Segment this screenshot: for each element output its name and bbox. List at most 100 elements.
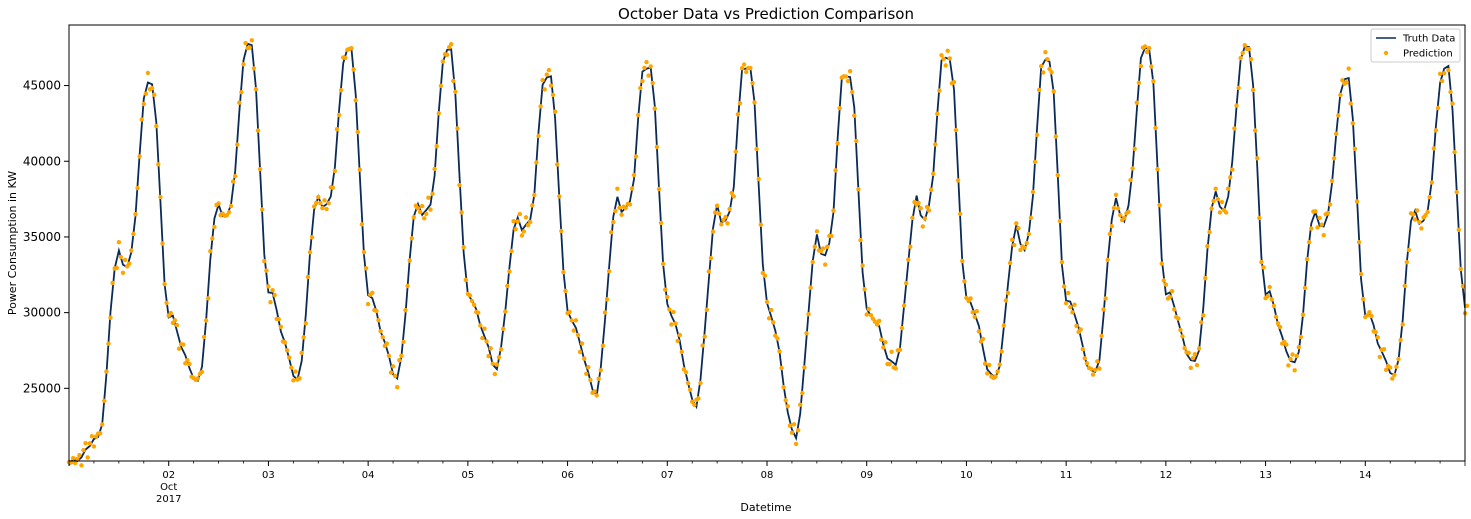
prediction-point xyxy=(594,393,599,398)
prediction-point xyxy=(503,309,508,314)
prediction-point xyxy=(81,448,86,453)
prediction-point xyxy=(1435,105,1441,111)
prediction-point xyxy=(1199,320,1204,325)
prediction-point xyxy=(769,307,774,313)
prediction-point xyxy=(935,111,940,117)
prediction-point xyxy=(365,301,371,307)
prediction-point xyxy=(73,460,78,466)
prediction-point xyxy=(1109,224,1115,229)
prediction-point xyxy=(127,261,132,266)
prediction-point xyxy=(1043,50,1048,55)
prediction-point xyxy=(1049,70,1054,75)
prediction-point xyxy=(511,219,516,224)
prediction-point xyxy=(1321,233,1326,238)
prediction-point xyxy=(370,290,375,295)
prediction-point xyxy=(856,187,861,192)
prediction-point xyxy=(847,69,853,74)
prediction-point xyxy=(332,168,338,174)
prediction-point xyxy=(1107,231,1113,237)
prediction-point xyxy=(864,312,869,317)
prediction-point xyxy=(708,255,714,261)
prediction-point xyxy=(544,72,549,77)
prediction-point xyxy=(1032,159,1038,165)
prediction-point xyxy=(1172,307,1177,312)
prediction-point xyxy=(889,349,894,354)
prediction-point xyxy=(1352,146,1358,151)
prediction-point xyxy=(1300,312,1306,317)
x-tick-label: 10 xyxy=(960,470,973,481)
y-tick-label: 25000 xyxy=(23,381,61,395)
prediction-point xyxy=(955,178,961,183)
prediction-point xyxy=(449,42,454,47)
prediction-point xyxy=(98,431,103,436)
prediction-point xyxy=(100,422,105,427)
prediction-point xyxy=(598,368,603,373)
prediction-point xyxy=(1138,63,1144,69)
prediction-point xyxy=(737,101,743,106)
prediction-point xyxy=(858,237,863,243)
prediction-point xyxy=(1402,283,1408,289)
prediction-point xyxy=(1186,350,1191,355)
prediction-point xyxy=(1003,298,1009,303)
prediction-point xyxy=(1248,57,1254,62)
prediction-point xyxy=(168,310,173,316)
prediction-point xyxy=(255,128,261,133)
prediction-point xyxy=(754,146,759,152)
prediction-point xyxy=(519,233,525,238)
prediction-point xyxy=(1078,327,1083,332)
prediction-point xyxy=(384,341,389,346)
prediction-point xyxy=(1178,327,1183,333)
prediction-point xyxy=(947,56,952,61)
prediction-point xyxy=(1396,356,1401,362)
prediction-point xyxy=(729,190,734,196)
prediction-point xyxy=(297,376,302,381)
legend-label-prediction: Prediction xyxy=(1403,49,1453,60)
prediction-point xyxy=(710,229,716,234)
prediction-point xyxy=(517,211,522,217)
y-tick-label: 35000 xyxy=(23,230,61,244)
prediction-point xyxy=(789,430,795,435)
prediction-point xyxy=(1246,46,1252,52)
prediction-point xyxy=(216,201,221,206)
prediction-point xyxy=(675,338,680,344)
prediction-point xyxy=(1460,284,1466,289)
prediction-point xyxy=(1134,100,1140,105)
prediction-point xyxy=(203,318,209,323)
prediction-point xyxy=(953,127,959,133)
prediction-point xyxy=(303,321,308,326)
prediction-point xyxy=(1167,294,1173,299)
prediction-point xyxy=(775,336,780,341)
prediction-point xyxy=(1084,361,1090,366)
prediction-point xyxy=(845,78,851,84)
prediction-point xyxy=(644,59,649,65)
prediction-point xyxy=(577,349,583,355)
prediction-point xyxy=(490,361,495,366)
x-tick-label: 13 xyxy=(1259,470,1272,481)
prediction-point xyxy=(1101,307,1106,312)
prediction-point xyxy=(492,371,498,377)
prediction-point xyxy=(787,423,793,428)
prediction-point xyxy=(251,66,257,71)
prediction-point xyxy=(268,300,273,305)
prediction-point xyxy=(1207,230,1212,235)
prediction-point xyxy=(351,67,356,72)
prediction-point xyxy=(650,80,655,86)
prediction-point xyxy=(1257,215,1262,221)
prediction-point xyxy=(1113,192,1119,197)
prediction-point xyxy=(899,325,905,331)
prediction-point xyxy=(403,308,408,313)
prediction-point xyxy=(999,349,1004,354)
prediction-point xyxy=(210,236,215,241)
prediction-point xyxy=(243,40,248,46)
prediction-point xyxy=(588,377,593,383)
prediction-point xyxy=(264,268,269,273)
prediction-point xyxy=(399,353,404,358)
prediction-point xyxy=(158,194,163,200)
prediction-point xyxy=(557,194,562,199)
prediction-point xyxy=(272,292,277,298)
prediction-point xyxy=(411,215,416,220)
prediction-point xyxy=(939,53,944,58)
prediction-point xyxy=(1415,208,1420,213)
prediction-point xyxy=(1223,210,1229,215)
